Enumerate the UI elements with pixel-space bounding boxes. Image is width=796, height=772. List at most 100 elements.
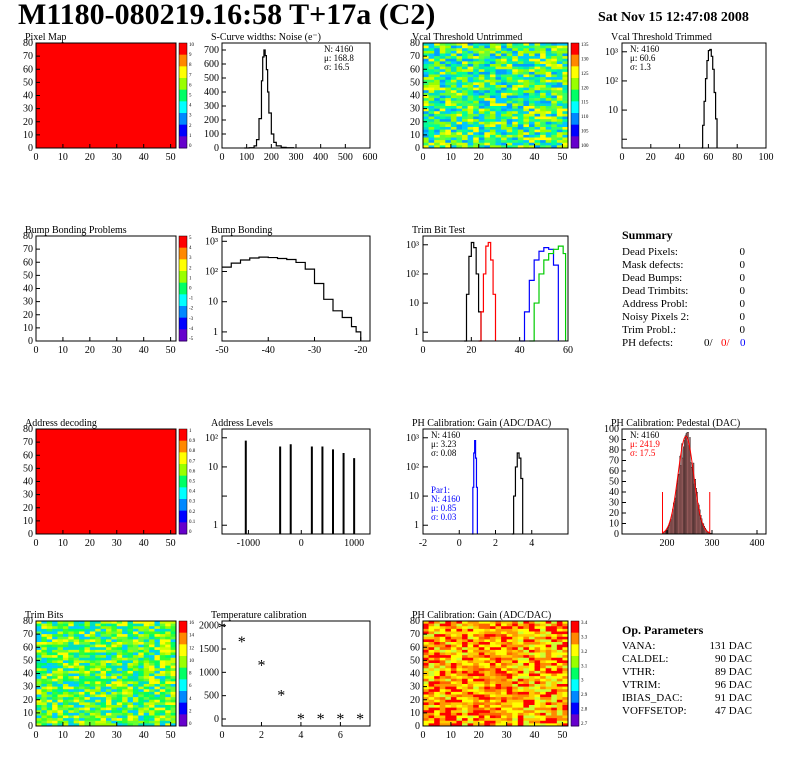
heatmap-cell — [512, 121, 519, 125]
heatmap-cell — [523, 100, 530, 104]
heatmap-cell — [484, 670, 491, 674]
y-tick-label: 0 — [415, 143, 420, 154]
heatmap-cell — [478, 66, 485, 70]
heatmap-cell — [528, 644, 535, 648]
heatmap-cell — [523, 649, 530, 653]
heatmap-cell — [456, 678, 463, 682]
heatmap-cell — [501, 74, 507, 78]
heatmap-cell — [439, 79, 446, 83]
heatmap-cell — [456, 98, 463, 102]
heatmap-cell — [154, 660, 161, 664]
heatmap-cell — [473, 715, 480, 719]
heatmap-cell — [556, 85, 563, 88]
heatmap-cell — [489, 116, 496, 120]
heatmap-cell — [95, 660, 101, 664]
x-tick-label: 30 — [502, 730, 512, 741]
heatmap-cell — [506, 668, 513, 672]
heatmap-cell — [159, 621, 166, 624]
heatmap-cell — [456, 64, 463, 67]
heatmap-cell — [127, 681, 134, 685]
heatmap-cell — [434, 61, 441, 65]
heatmap-cell — [478, 723, 485, 727]
heatmap-cell — [506, 71, 513, 75]
heatmap-cell — [534, 631, 541, 635]
heatmap-cell — [36, 684, 42, 687]
heatmap-cell — [462, 697, 468, 701]
heatmap-cell — [41, 681, 48, 685]
heatmap-cell — [534, 628, 541, 632]
heatmap-cell — [111, 691, 118, 695]
y-tick-label: 0 — [28, 336, 33, 347]
heatmap-cell — [484, 647, 491, 651]
heatmap-cell — [434, 691, 441, 695]
heatmap-cell — [456, 684, 463, 687]
palette-swatch — [571, 54, 579, 67]
heatmap-cell — [434, 710, 441, 714]
heatmap-cell — [512, 113, 519, 117]
heatmap-cell — [540, 58, 546, 62]
heatmap-cell — [450, 657, 457, 661]
heatmap-cell — [456, 95, 463, 99]
heatmap-cell — [138, 720, 144, 724]
heatmap-cell — [423, 98, 429, 102]
heatmap-cell — [540, 82, 546, 86]
heatmap-cell — [116, 673, 123, 677]
heatmap-cell — [450, 697, 457, 701]
heatmap-cell — [159, 628, 166, 632]
heatmap-cell — [506, 85, 513, 88]
heatmap-cell — [52, 699, 58, 703]
heatmap-cell — [439, 655, 446, 659]
heatmap-cell — [73, 636, 80, 640]
heatmap-cell — [523, 121, 530, 125]
heatmap-cell — [423, 58, 429, 62]
heatmap-cell — [127, 623, 134, 627]
heatmap-cell — [122, 684, 128, 687]
heatmap-cell — [445, 712, 452, 716]
heatmap-cell — [143, 697, 150, 701]
heatmap-cell — [462, 626, 468, 630]
palette-swatch — [571, 136, 579, 149]
heatmap-cell — [556, 58, 563, 62]
heatmap-cell — [68, 718, 74, 722]
heatmap-cell — [434, 628, 441, 632]
heatmap-cell — [450, 652, 457, 656]
heatmap-cell — [46, 639, 53, 643]
heatmap-cell — [512, 82, 519, 86]
heatmap-cell — [556, 113, 563, 117]
x-tick-label: 10 — [58, 730, 68, 741]
heatmap-cell — [528, 82, 535, 86]
heatmap-cell — [556, 111, 563, 115]
heatmap-cell — [439, 718, 446, 722]
heatmap-cell — [143, 718, 150, 722]
heatmap-cell — [36, 657, 42, 661]
heatmap-cell — [473, 644, 480, 648]
heatmap-cell — [473, 140, 480, 144]
heatmap-cell — [517, 66, 524, 70]
heatmap-cell — [79, 655, 85, 659]
heatmap-cell — [467, 678, 474, 682]
heatmap-cell — [523, 79, 530, 83]
heatmap-cell — [489, 686, 496, 690]
heatmap-cell — [473, 691, 480, 695]
heatmap-cell — [46, 644, 53, 648]
heatmap-cell — [506, 660, 513, 664]
heatmap-cell — [100, 715, 107, 719]
heatmap-cell — [506, 66, 513, 70]
heatmap-cell — [154, 649, 161, 653]
heatmap-cell — [534, 111, 541, 115]
heatmap-cell — [512, 100, 519, 104]
heatmap-cell — [489, 85, 496, 88]
heatmap-cell — [84, 707, 91, 711]
heatmap-cell — [445, 66, 452, 70]
heatmap-cell — [551, 642, 558, 645]
heatmap-cell — [517, 142, 524, 146]
heatmap-cell — [467, 665, 474, 669]
heatmap-cell — [562, 56, 569, 60]
heatmap-cell — [545, 697, 552, 701]
heatmap-cell — [478, 56, 485, 60]
x-tick-label: 60 — [703, 152, 713, 163]
heatmap-cell — [506, 718, 513, 722]
heatmap-cell — [57, 691, 64, 695]
heatmap-cell — [116, 657, 123, 661]
palette-tick-label: 0.8 — [189, 449, 196, 454]
